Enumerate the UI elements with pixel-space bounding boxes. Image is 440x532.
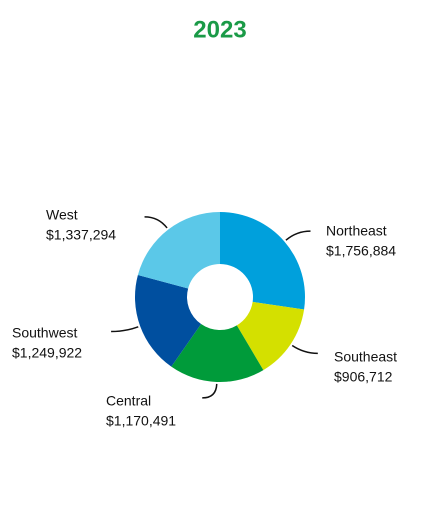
donut-slice (137, 212, 220, 289)
leader-line (202, 383, 218, 399)
slice-value-label: $1,337,294 (46, 227, 116, 243)
slice-value-label: $1,170,491 (106, 413, 176, 429)
leader-line (291, 344, 318, 355)
leader-line (111, 326, 139, 333)
slice-label: Central (106, 393, 151, 409)
donut-slice (135, 274, 202, 367)
leader-line (144, 216, 168, 229)
slice-label: Southwest (12, 325, 77, 341)
chart-title: 2023 (193, 16, 246, 43)
donut-slice (171, 324, 264, 382)
donut-slice (236, 301, 305, 371)
slice-label: Northeast (326, 223, 387, 239)
donut-slice (220, 212, 305, 310)
leader-line (285, 230, 311, 241)
slice-label: Southeast (334, 349, 397, 365)
slice-value-label: $1,756,884 (326, 243, 396, 259)
slice-value-label: $906,712 (334, 369, 393, 385)
slice-label: West (46, 207, 78, 223)
slice-value-label: $1,249,922 (12, 345, 82, 361)
